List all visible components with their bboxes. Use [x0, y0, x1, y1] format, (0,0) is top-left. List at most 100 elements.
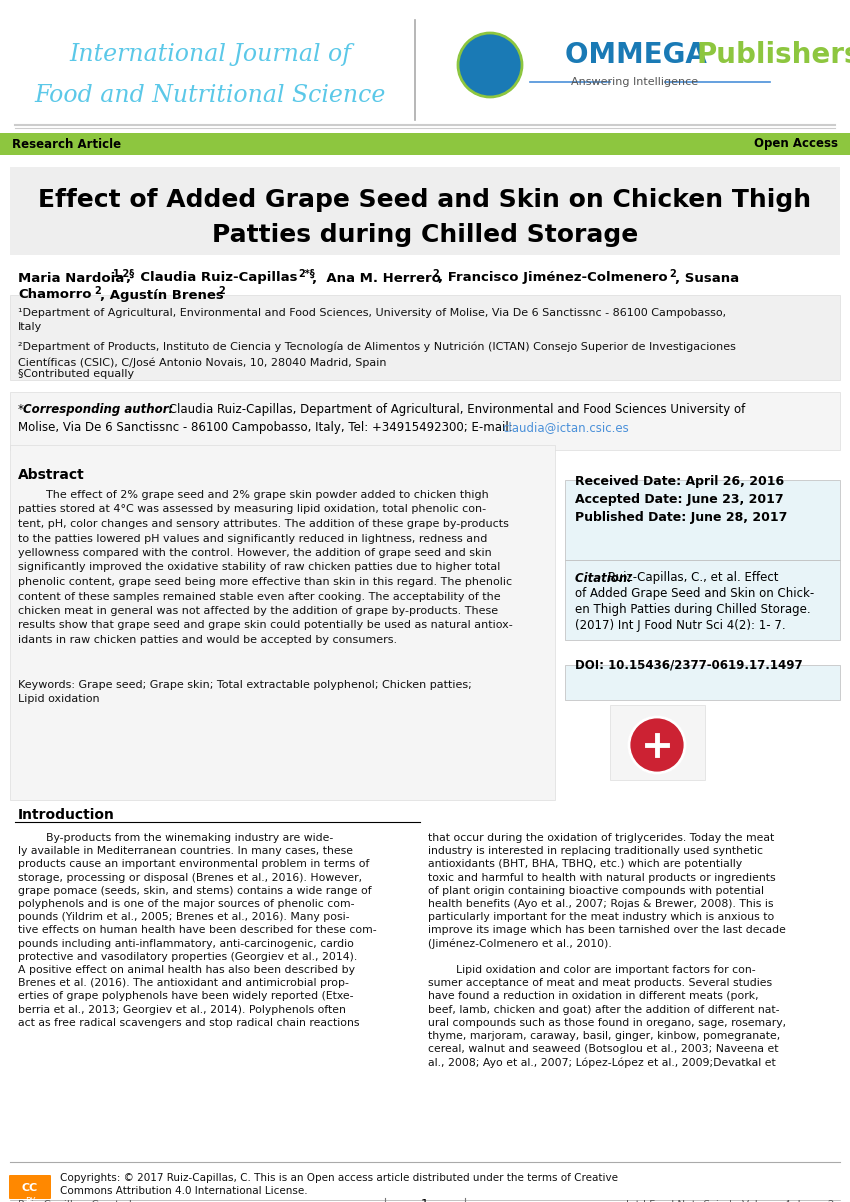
Text: Introduction: Introduction — [18, 808, 115, 822]
Text: Claudia Ruiz-Capillas, Department of Agricultural, Environmental and Food Scienc: Claudia Ruiz-Capillas, Department of Agr… — [165, 404, 745, 417]
Text: ¹Department of Agricultural, Environmental and Food Sciences, University of Moli: ¹Department of Agricultural, Environment… — [18, 308, 726, 333]
Text: Commons Attribution 4.0 International License.: Commons Attribution 4.0 International Li… — [60, 1186, 308, 1196]
Text: of Added Grape Seed and Skin on Chick-: of Added Grape Seed and Skin on Chick- — [575, 588, 814, 601]
Text: , Francisco Jiménez-Colmenero: , Francisco Jiménez-Colmenero — [438, 272, 667, 285]
Text: §Contributed equally: §Contributed equally — [18, 369, 134, 379]
Text: health benefits (Ayo et al., 2007; Rojas & Brewer, 2008). This is: health benefits (Ayo et al., 2007; Rojas… — [428, 899, 774, 909]
Circle shape — [629, 718, 685, 773]
Text: yellowness compared with the control. However, the addition of grape seed and sk: yellowness compared with the control. Ho… — [18, 548, 492, 558]
Text: Accepted Date: June 23, 2017: Accepted Date: June 23, 2017 — [575, 494, 784, 506]
Text: have found a reduction in oxidation in different meats (pork,: have found a reduction in oxidation in d… — [428, 992, 758, 1001]
Text: content of these samples remained stable even after cooking. The acceptability o: content of these samples remained stable… — [18, 591, 501, 601]
Text: Patties during Chilled Storage: Patties during Chilled Storage — [212, 224, 638, 246]
Text: protective and vasodilatory properties (Georgiev et al., 2014).: protective and vasodilatory properties (… — [18, 952, 357, 962]
Text: tive effects on human health have been described for these com-: tive effects on human health have been d… — [18, 926, 377, 935]
Text: Lipid oxidation and color are important factors for con-: Lipid oxidation and color are important … — [428, 965, 756, 975]
Text: BY: BY — [25, 1197, 35, 1202]
Text: improve its image which has been tarnished over the last decade: improve its image which has been tarnish… — [428, 926, 786, 935]
Text: The effect of 2% grape seed and 2% grape skin powder added to chicken thigh: The effect of 2% grape seed and 2% grape… — [18, 490, 489, 500]
Text: , Agustín Brenes: , Agustín Brenes — [100, 288, 224, 302]
Text: Molise, Via De 6 Sanctissnc - 86100 Campobasso, Italy, Tel: +34915492300; E-mail: Molise, Via De 6 Sanctissnc - 86100 Camp… — [18, 422, 517, 434]
Text: Food and Nutritional Science: Food and Nutritional Science — [34, 83, 386, 107]
Text: sumer acceptance of meat and meat products. Several studies: sumer acceptance of meat and meat produc… — [428, 978, 772, 988]
Text: Chamorro: Chamorro — [18, 288, 92, 302]
Text: Published Date: June 28, 2017: Published Date: June 28, 2017 — [575, 512, 787, 524]
Text: 1: 1 — [421, 1198, 429, 1202]
Text: antioxidants (BHT, BHA, TBHQ, etc.) which are potentially: antioxidants (BHT, BHA, TBHQ, etc.) whic… — [428, 859, 742, 869]
Text: CC: CC — [22, 1183, 38, 1194]
Text: 2: 2 — [218, 286, 224, 296]
Text: cereal, walnut and seaweed (Botsoglou et al., 2003; Naveena et: cereal, walnut and seaweed (Botsoglou et… — [428, 1045, 779, 1054]
Text: storage, processing or disposal (Brenes et al., 2016). However,: storage, processing or disposal (Brenes … — [18, 873, 362, 882]
Text: Ruiz-Capillas, C., et al. Effect: Ruiz-Capillas, C., et al. Effect — [608, 571, 779, 584]
Circle shape — [458, 32, 522, 97]
Bar — [565, 665, 840, 700]
Text: International Journal of: International Journal of — [69, 43, 351, 66]
Text: Research Article: Research Article — [12, 137, 121, 150]
Text: berria et al., 2013; Georgiev et al., 2014). Polyphenols often: berria et al., 2013; Georgiev et al., 20… — [18, 1005, 346, 1014]
Text: 2: 2 — [669, 269, 676, 279]
Text: erties of grape polyphenols have been widely reported (Etxe-: erties of grape polyphenols have been wi… — [18, 992, 354, 1001]
Text: Lipid oxidation: Lipid oxidation — [18, 694, 99, 704]
Text: al., 2008; Ayo et al., 2007; López-López et al., 2009;Devatkal et: al., 2008; Ayo et al., 2007; López-López… — [428, 1057, 776, 1067]
Text: claudia@ictan.csic.es: claudia@ictan.csic.es — [502, 422, 629, 434]
Bar — [10, 392, 840, 450]
Text: industry is interested in replacing traditionally used synthetic: industry is interested in replacing trad… — [428, 846, 763, 856]
Text: , Susana: , Susana — [675, 272, 740, 285]
Text: results show that grape seed and grape skin could potentially be used as natural: results show that grape seed and grape s… — [18, 620, 513, 631]
Text: of plant origin containing bioactive compounds with potential: of plant origin containing bioactive com… — [428, 886, 764, 895]
Text: Maria Nardoia: Maria Nardoia — [18, 272, 124, 285]
Text: patties stored at 4°C was assessed by measuring lipid oxidation, total phenolic : patties stored at 4°C was assessed by me… — [18, 505, 486, 514]
Text: products cause an important environmental problem in terms of: products cause an important environmenta… — [18, 859, 370, 869]
Text: Int J Food Nutr Sci   |   Volume 4: Issue 2: Int J Food Nutr Sci | Volume 4: Issue 2 — [626, 1200, 835, 1202]
Text: en Thigh Patties during Chilled Storage.: en Thigh Patties during Chilled Storage. — [575, 603, 811, 617]
Text: Answering Intelligence: Answering Intelligence — [571, 77, 699, 87]
Text: pounds (Yildrim et al., 2005; Brenes et al., 2016). Many posi-: pounds (Yildrim et al., 2005; Brenes et … — [18, 912, 349, 922]
Text: Ruiz-Capillas, C., et al.: Ruiz-Capillas, C., et al. — [18, 1200, 135, 1202]
Text: Open Access: Open Access — [754, 137, 838, 150]
Text: Citation:: Citation: — [575, 571, 636, 584]
Text: polyphenols and is one of the major sources of phenolic com-: polyphenols and is one of the major sour… — [18, 899, 354, 909]
Text: (2017) Int J Food Nutr Sci 4(2): 1- 7.: (2017) Int J Food Nutr Sci 4(2): 1- 7. — [575, 619, 785, 632]
Text: (Jiménez-Colmenero et al., 2010).: (Jiménez-Colmenero et al., 2010). — [428, 939, 612, 948]
Text: grape pomace (seeds, skin, and stems) contains a wide range of: grape pomace (seeds, skin, and stems) co… — [18, 886, 371, 895]
Bar — [10, 294, 840, 380]
Text: ly available in Mediterranean countries. In many cases, these: ly available in Mediterranean countries.… — [18, 846, 353, 856]
Text: *: * — [18, 404, 24, 417]
Text: 1,2§: 1,2§ — [113, 269, 135, 279]
Bar — [565, 480, 840, 560]
Text: that occur during the oxidation of triglycerides. Today the meat: that occur during the oxidation of trigl… — [428, 833, 774, 843]
Text: significantly improved the oxidative stability of raw chicken patties due to hig: significantly improved the oxidative sta… — [18, 563, 501, 572]
Text: ²Department of Products, Instituto de Ciencia y Tecnología de Alimentos y Nutric: ²Department of Products, Instituto de Ci… — [18, 341, 736, 368]
Bar — [10, 445, 555, 801]
FancyBboxPatch shape — [9, 1176, 51, 1200]
Text: Corresponding author:: Corresponding author: — [23, 404, 173, 417]
Bar — [0, 133, 850, 155]
Text: particularly important for the meat industry which is anxious to: particularly important for the meat indu… — [428, 912, 774, 922]
Text: thyme, marjoram, caraway, basil, ginger, kinbow, pomegranate,: thyme, marjoram, caraway, basil, ginger,… — [428, 1031, 780, 1041]
Text: DOI: 10.15436/2377-0619.17.1497: DOI: 10.15436/2377-0619.17.1497 — [575, 659, 802, 672]
Text: ,  Ana M. Herrero: , Ana M. Herrero — [312, 272, 441, 285]
Bar — [565, 560, 840, 639]
Bar — [10, 167, 840, 255]
Text: pounds including anti-inflammatory, anti-carcinogenic, cardio: pounds including anti-inflammatory, anti… — [18, 939, 354, 948]
Text: Received Date: April 26, 2016: Received Date: April 26, 2016 — [575, 476, 784, 488]
Text: By-products from the winemaking industry are wide-: By-products from the winemaking industry… — [18, 833, 333, 843]
Bar — [610, 706, 705, 780]
Text: 2: 2 — [94, 286, 101, 296]
Text: ural compounds such as those found in oregano, sage, rosemary,: ural compounds such as those found in or… — [428, 1018, 786, 1028]
Text: Publishers: Publishers — [697, 41, 850, 69]
Text: Keywords: Grape seed; Grape skin; Total extractable polyphenol; Chicken patties;: Keywords: Grape seed; Grape skin; Total … — [18, 680, 472, 690]
Text: tent, pH, color changes and sensory attributes. The addition of these grape by-p: tent, pH, color changes and sensory attr… — [18, 519, 509, 529]
Text: 2*§: 2*§ — [298, 269, 314, 279]
Text: toxic and harmful to health with natural products or ingredients: toxic and harmful to health with natural… — [428, 873, 775, 882]
Text: Abstract: Abstract — [18, 468, 85, 482]
Text: ,  Claudia Ruiz-Capillas: , Claudia Ruiz-Capillas — [126, 272, 298, 285]
Text: Copyrights: © 2017 Ruiz-Capillas, C. This is an Open access article distributed : Copyrights: © 2017 Ruiz-Capillas, C. Thi… — [60, 1173, 618, 1183]
Text: OMMEGA: OMMEGA — [565, 41, 717, 69]
Text: to the patties lowered pH values and significantly reduced in lightness, redness: to the patties lowered pH values and sig… — [18, 534, 487, 543]
Text: A positive effect on animal health has also been described by: A positive effect on animal health has a… — [18, 965, 355, 975]
Text: act as free radical scavengers and stop radical chain reactions: act as free radical scavengers and stop … — [18, 1018, 360, 1028]
Ellipse shape — [483, 38, 497, 56]
Text: Effect of Added Grape Seed and Skin on Chicken Thigh: Effect of Added Grape Seed and Skin on C… — [38, 188, 812, 212]
